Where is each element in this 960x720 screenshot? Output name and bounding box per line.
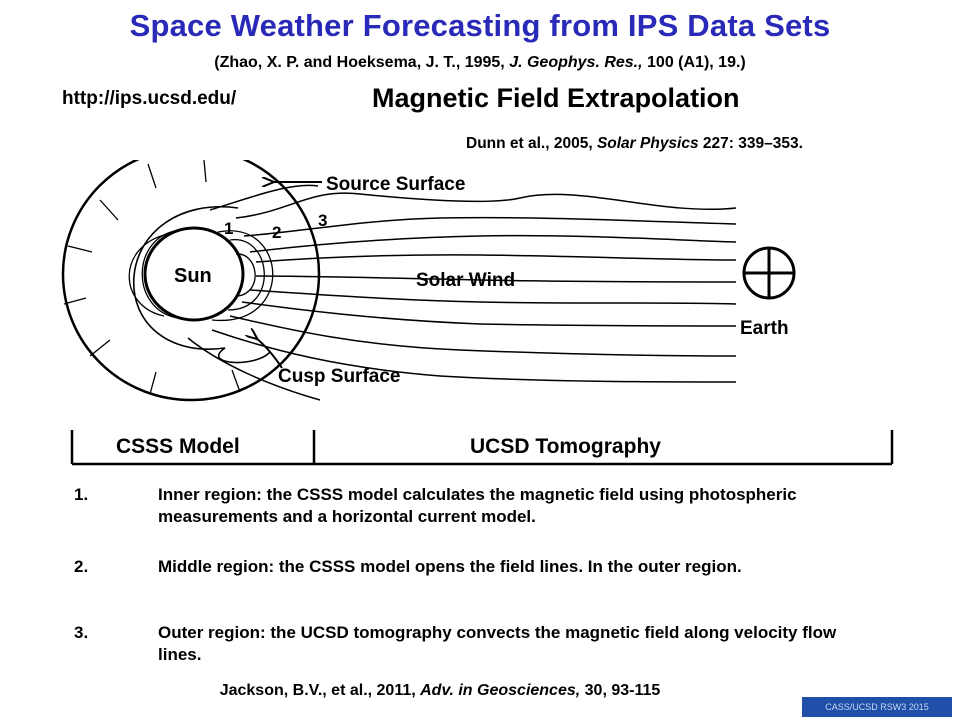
reference-jackson-journal: Adv. in Geosciences,: [420, 682, 581, 699]
reference-dunn-journal: Solar Physics: [596, 135, 699, 152]
earth-label: Earth: [740, 318, 789, 339]
source-surface-label: Source Surface: [326, 174, 465, 195]
reference-jackson-rest: 30, 93-115: [580, 682, 661, 699]
csss-model-label: CSSS Model: [116, 435, 240, 458]
reference-zhao: (Zhao, X. P. and Hoeksema, J. T., 1995, …: [0, 54, 960, 72]
list-item-text: Inner region: the CSSS model calculates …: [158, 485, 797, 526]
reference-zhao-authors: (Zhao, X. P. and Hoeksema, J. T., 1995,: [214, 54, 510, 71]
reference-jackson: Jackson, B.V., et al., 2011, Adv. in Geo…: [0, 682, 880, 700]
reference-jackson-authors: Jackson, B.V., et al., 2011,: [219, 682, 421, 699]
cusp-surface-curve: [133, 206, 271, 364]
page-title: Space Weather Forecasting from IPS Data …: [129, 8, 831, 43]
list-item-number: 1.: [74, 485, 89, 504]
sun-label: Sun: [174, 265, 212, 287]
footer-badge: CASS/UCSD RSW3 2015: [802, 697, 952, 717]
cusp-surface-label: Cusp Surface: [278, 366, 400, 387]
region-2-label: 2: [272, 223, 281, 242]
magnetic-field-diagram: Source Surface Solar Wind Cusp Surface S…: [61, 160, 894, 466]
reference-dunn: Dunn et al., 2005, Solar Physics 227: 33…: [466, 135, 803, 153]
reference-zhao-journal: J. Geophys. Res.,: [509, 54, 643, 71]
model-bar: [70, 430, 894, 466]
earth-icon: [742, 246, 796, 300]
list-item-text: Middle region: the CSSS model opens the …: [158, 557, 742, 576]
source-surface-ticks: [63, 160, 241, 395]
sun-circle: [143, 226, 245, 322]
list-item-number: 2.: [74, 557, 89, 576]
reference-zhao-rest: 100 (A1), 19.): [642, 54, 746, 71]
reference-dunn-rest: 227: 339–353.: [698, 135, 803, 152]
source-surface-circle: [61, 160, 321, 402]
region-1-label: 1: [224, 219, 233, 238]
reference-dunn-authors: Dunn et al., 2005,: [466, 135, 597, 152]
region-3-label: 3: [318, 211, 327, 230]
list-item-text: Outer region: the UCSD tomography convec…: [158, 623, 837, 664]
website-url[interactable]: http://ips.ucsd.edu/: [62, 88, 237, 109]
section-subtitle: Magnetic Field Extrapolation: [372, 83, 740, 113]
ucsd-tomography-label: UCSD Tomography: [470, 435, 661, 458]
solar-wind-label: Solar Wind: [416, 270, 515, 291]
cusp-surface-arrow: [256, 338, 283, 369]
open-field-lines: [187, 184, 737, 401]
list-item-number: 3.: [74, 623, 89, 642]
